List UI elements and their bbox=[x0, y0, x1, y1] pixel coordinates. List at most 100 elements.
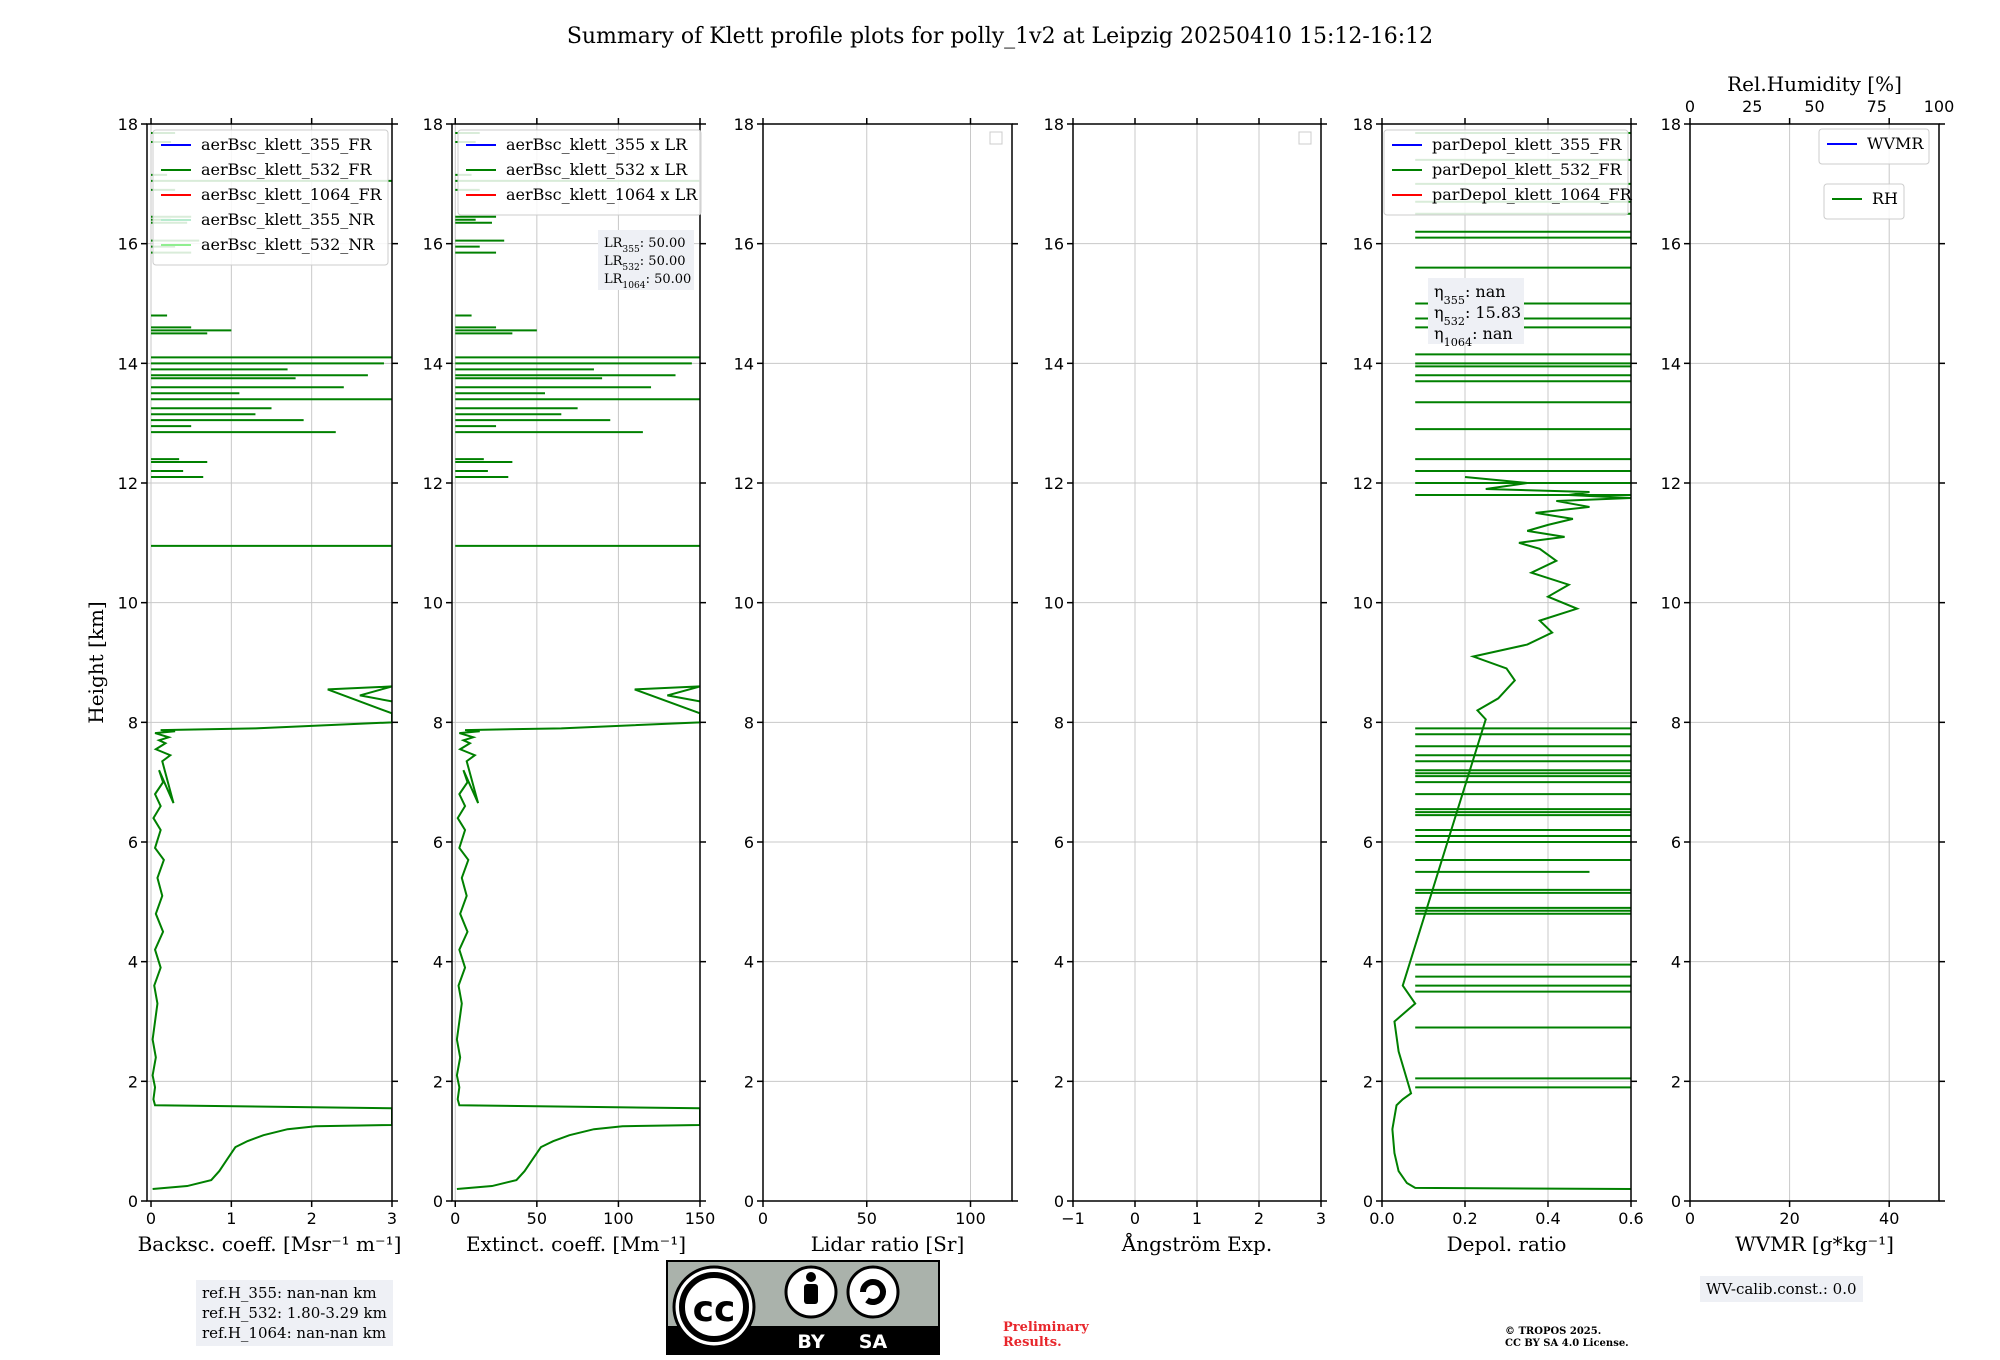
data-layer bbox=[455, 131, 700, 1191]
y-axis-label: Height [km] bbox=[84, 601, 108, 723]
y-tick-label: 14 bbox=[1661, 354, 1681, 373]
x-tick-label: 50 bbox=[857, 1209, 877, 1228]
y-tick-label: 8 bbox=[1363, 713, 1373, 732]
x-tick-label: 0 bbox=[1685, 1209, 1695, 1228]
y-tick-label: 16 bbox=[1044, 235, 1064, 254]
y-tick-label: 14 bbox=[1353, 354, 1373, 373]
y-tick-label: 8 bbox=[1054, 713, 1064, 732]
y-tick-label: 8 bbox=[433, 713, 443, 732]
x-axis-label: Backsc. coeff. [Msr⁻¹ m⁻¹] bbox=[138, 1232, 402, 1256]
y-tick-label: 12 bbox=[1353, 474, 1373, 493]
legend-extinction: aerBsc_klett_355 x LR aerBsc_klett_532 x … bbox=[457, 129, 702, 216]
cc-by-sa-logo: cc BY SA bbox=[666, 1260, 940, 1355]
copyright-line-1: © TROPOS 2025. bbox=[1505, 1326, 1602, 1337]
y-tick-label: 12 bbox=[423, 474, 443, 493]
y-tick-label: 10 bbox=[1044, 594, 1064, 613]
y-tick-label: 0 bbox=[1363, 1192, 1373, 1211]
y-tick-label: 10 bbox=[1661, 594, 1681, 613]
top-tick-label: 25 bbox=[1742, 97, 1762, 116]
legend-backscatter: aerBsc_klett_355_FR aerBsc_klett_532_FRae… bbox=[152, 129, 389, 266]
x-tick-label: −1 bbox=[1061, 1209, 1085, 1228]
axes-frame bbox=[146, 123, 393, 1202]
legend-entry: RH bbox=[1872, 189, 1898, 208]
series-line bbox=[151, 685, 392, 1191]
series-line bbox=[1391, 476, 1631, 1191]
x-axis-label: Depol. ratio bbox=[1447, 1232, 1567, 1256]
y-tick-label: 18 bbox=[423, 115, 443, 134]
legend-entry: aerBsc_klett_1064 x LR bbox=[506, 185, 698, 204]
y-tick-label: 4 bbox=[1054, 953, 1064, 972]
y-tick-label: 14 bbox=[1044, 354, 1064, 373]
preliminary-line-1: Preliminary bbox=[1003, 1320, 1089, 1335]
y-tick-label: 16 bbox=[734, 235, 754, 254]
x-tick-label: 100 bbox=[603, 1209, 634, 1228]
y-tick-label: 4 bbox=[433, 953, 443, 972]
lr-value: LR1064: 50.00 bbox=[604, 272, 691, 291]
y-tick-label: 0 bbox=[1054, 1192, 1064, 1211]
x-tick-label: 40 bbox=[1879, 1209, 1899, 1228]
lr-value: LR355: 50.00 bbox=[604, 236, 686, 255]
legend-box bbox=[152, 129, 389, 266]
y-tick-label: 16 bbox=[118, 235, 138, 254]
y-tick-label: 10 bbox=[734, 594, 754, 613]
x-tick-label: 20 bbox=[1779, 1209, 1799, 1228]
x-tick-label: 0 bbox=[758, 1209, 768, 1228]
ref-height-532: ref.H_532: 1.80-3.29 km bbox=[202, 1304, 387, 1322]
legend-entry: aerBsc_klett_532 x LR bbox=[506, 160, 688, 179]
x-tick-label: 2 bbox=[1254, 1209, 1264, 1228]
y-tick-label: 2 bbox=[1363, 1072, 1373, 1091]
y-tick-label: 12 bbox=[1044, 474, 1064, 493]
top-tick-label: 50 bbox=[1804, 97, 1824, 116]
y-tick-label: 4 bbox=[1671, 953, 1681, 972]
y-tick-label: 8 bbox=[744, 713, 754, 732]
x-axis-label: Ångström Exp. bbox=[1121, 1231, 1272, 1256]
x-tick-label: 50 bbox=[527, 1209, 547, 1228]
top-axis-label: Rel.Humidity [%] bbox=[1727, 72, 1902, 96]
sa-text: SA bbox=[859, 1331, 888, 1353]
cc-text: cc bbox=[693, 1289, 736, 1330]
eta-info-box bbox=[1428, 278, 1524, 344]
x-tick-label: 0 bbox=[1130, 1209, 1140, 1228]
y-tick-label: 18 bbox=[118, 115, 138, 134]
axes-frame bbox=[762, 123, 1013, 1202]
legend-entry: parDepol_klett_1064_FR bbox=[1432, 185, 1633, 204]
legend-box bbox=[1383, 129, 1629, 216]
legend-rh: RH bbox=[1823, 183, 1905, 220]
y-tick-label: 14 bbox=[118, 354, 138, 373]
y-tick-label: 0 bbox=[128, 1192, 138, 1211]
y-tick-label: 6 bbox=[1363, 833, 1373, 852]
x-tick-label: 1 bbox=[1192, 1209, 1202, 1228]
data-layer bbox=[151, 131, 392, 1191]
y-tick-label: 12 bbox=[1661, 474, 1681, 493]
y-tick-label: 14 bbox=[734, 354, 754, 373]
legend-depol: parDepol_klett_355_FR parDepol_klett_532_… bbox=[1383, 129, 1633, 216]
x-tick-label: 0 bbox=[146, 1209, 156, 1228]
x-tick-label: 0.0 bbox=[1369, 1209, 1394, 1228]
panel-2: 0 2 4 6 8 10 12 14 16 18 0 50 100 150 Extinct. coeff. … bbox=[423, 115, 716, 1256]
x-axis-label: Extinct. coeff. [Mm⁻¹] bbox=[466, 1232, 686, 1256]
legend-box bbox=[1818, 128, 1930, 165]
eta-value: η355: nan bbox=[1434, 282, 1506, 307]
y-tick-label: 8 bbox=[1671, 713, 1681, 732]
preliminary-results-note: Preliminary Results. bbox=[1003, 1320, 1089, 1350]
ref-height-1064: ref.H_1064: nan-nan km bbox=[202, 1324, 387, 1342]
y-tick-label: 0 bbox=[744, 1192, 754, 1211]
by-text: BY bbox=[797, 1331, 824, 1353]
top-tick-label: 0 bbox=[1685, 97, 1695, 116]
y-tick-label: 6 bbox=[1671, 833, 1681, 852]
x-axis-label: Lidar ratio [Sr] bbox=[811, 1232, 965, 1256]
axes-frame bbox=[451, 123, 701, 1202]
y-tick-label: 16 bbox=[423, 235, 443, 254]
y-tick-label: 2 bbox=[1671, 1072, 1681, 1091]
preliminary-line-2: Results. bbox=[1003, 1335, 1062, 1350]
legend-entry: aerBsc_klett_532_FR bbox=[201, 160, 372, 179]
lr-info-box bbox=[598, 230, 694, 290]
y-tick-label: 12 bbox=[118, 474, 138, 493]
lr-value: LR532: 50.00 bbox=[604, 254, 686, 273]
empty-legend-box bbox=[1298, 131, 1312, 145]
y-tick-label: 2 bbox=[744, 1072, 754, 1091]
y-tick-label: 4 bbox=[128, 953, 138, 972]
legend-entry: aerBsc_klett_355_FR bbox=[201, 135, 372, 154]
